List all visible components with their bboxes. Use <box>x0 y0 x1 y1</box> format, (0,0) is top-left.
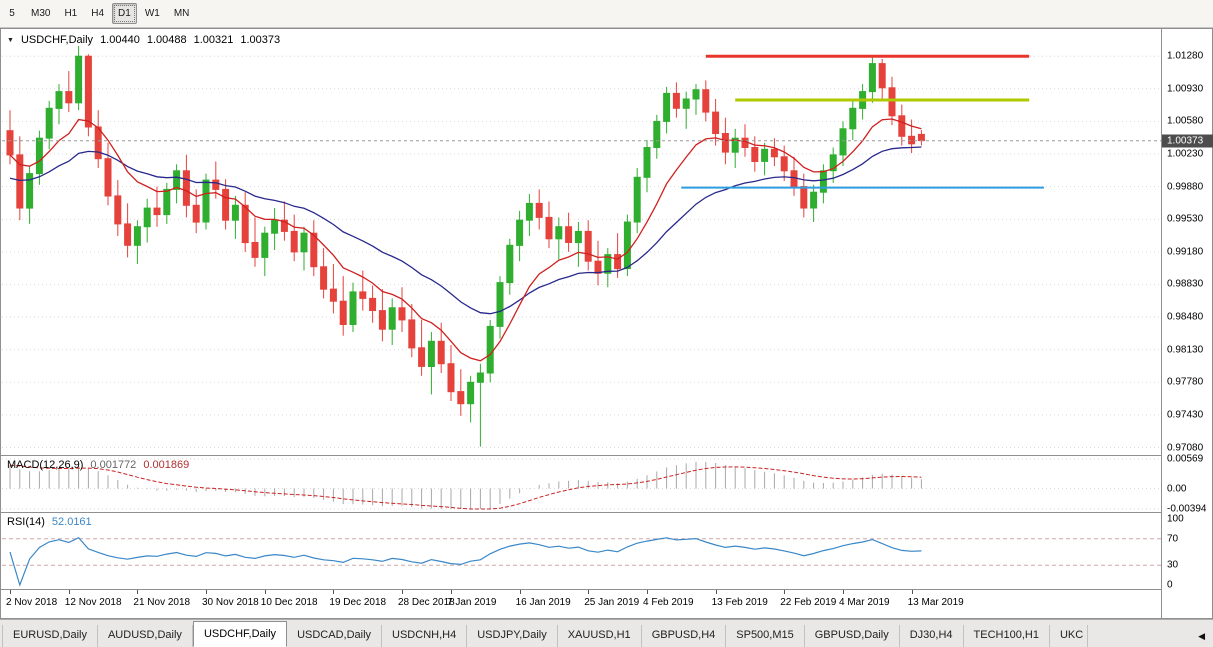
price-axis-label: 1.00230 <box>1167 148 1204 160</box>
symbol-tab-usdchf-daily[interactable]: USDCHF,Daily <box>192 621 288 647</box>
time-axis-label: 12 Nov 2018 <box>64 597 122 608</box>
time-axis-label: 2 Nov 2018 <box>6 597 58 608</box>
price-axis-label: 0.99530 <box>1167 213 1204 225</box>
chart-window[interactable]: ▼ USDCHF,Daily 1.00440 1.00488 1.00321 1… <box>0 28 1213 619</box>
chart-dropdown-icon[interactable]: ▼ <box>7 36 14 44</box>
price-axis-label: 0.97430 <box>1167 409 1204 421</box>
timeframe-button-h1[interactable]: H1 <box>64 8 78 19</box>
panel-separator[interactable] <box>1 589 1212 590</box>
timeframe-button-m30[interactable]: M30 <box>31 8 51 19</box>
current-price-badge: 1.00373 <box>1162 134 1213 148</box>
timeframe-button-5[interactable]: 5 <box>9 8 15 19</box>
timeframe-button-mn[interactable]: MN <box>173 8 190 19</box>
price-axis-label: 0.97080 <box>1167 442 1204 454</box>
macd-name: MACD(12,26,9) <box>7 459 84 471</box>
time-axis-tick <box>784 590 786 594</box>
time-axis-tick <box>402 590 403 594</box>
time-axis-tick <box>843 590 844 594</box>
symbol-tabbar: EURUSD,Daily AUDUSD,Daily USDCHF,Daily USDC… <box>0 619 1213 647</box>
chart-symbol-label: USDCHF,Daily <box>20 34 94 46</box>
timeframe-button-w1[interactable]: W1 <box>144 8 160 19</box>
time-axis-tick <box>137 590 139 594</box>
time-axis-tick <box>519 590 521 594</box>
price-axis-label: 0.99880 <box>1167 181 1204 193</box>
macd-panel[interactable] <box>2 456 1161 512</box>
symbol-tab-gbpusd-daily[interactable]: GBPUSD,Daily <box>805 625 900 647</box>
price-chart[interactable] <box>2 31 1161 455</box>
symbol-tab-tech100-h1[interactable]: TECH100,H1 <box>964 625 1050 647</box>
time-axis-tick <box>68 590 70 594</box>
time-axis-label: 30 Nov 2018 <box>202 597 259 608</box>
rsi-axis-label: 30 <box>1167 559 1179 571</box>
macd-axis-label: 0.00569 <box>1167 453 1204 465</box>
ohlc-close-value: 1.00373 <box>240 34 281 46</box>
timeframe-toolbar: 5 M30 H1 H4 D1 W1 MN <box>0 0 1213 28</box>
time-axis-label: 19 Dec 2018 <box>329 597 387 608</box>
panel-separator[interactable] <box>1 512 1212 513</box>
time-axis-tick <box>451 590 452 594</box>
symbol-tab-eurusd-daily[interactable]: EURUSD,Daily <box>2 625 98 647</box>
panel-separator[interactable] <box>1 455 1212 456</box>
symbol-tab-dj30-h4[interactable]: DJ30,H4 <box>900 625 964 647</box>
rsi-axis-label: 0 <box>1167 579 1173 591</box>
ohlc-low-value: 1.00321 <box>193 34 234 46</box>
timeframe-button-d1[interactable]: D1 <box>112 3 137 24</box>
time-axis-tick <box>333 590 335 594</box>
time-axis-label: 28 Dec 2018 <box>398 597 455 608</box>
time-axis-label: 21 Nov 2018 <box>133 597 191 608</box>
price-axis-label: 0.98480 <box>1167 311 1204 323</box>
rsi-label: RSI(14) 52.0161 <box>7 516 92 528</box>
rsi-panel[interactable] <box>2 513 1161 589</box>
time-axis-label: 25 Jan 2019 <box>584 597 640 608</box>
time-axis-label: 4 Mar 2019 <box>839 597 890 608</box>
time-axis-label: 10 Dec 2018 <box>260 597 318 608</box>
ohlc-high-value: 1.00488 <box>146 34 187 46</box>
time-axis-label: 13 Mar 2019 <box>907 597 964 608</box>
macd-axis-label: -0.00394 <box>1167 503 1207 515</box>
time-axis-label: 7 Jan 2019 <box>447 597 497 608</box>
time-axis-label: 16 Jan 2019 <box>515 597 571 608</box>
price-axis[interactable]: 1.00373 1.01280 1.00930 1.00580 1.00230 0.99… <box>1161 29 1213 618</box>
time-axis-tick <box>206 590 207 594</box>
time-axis-label: 22 Feb 2019 <box>780 597 837 608</box>
price-axis-label: 1.01280 <box>1167 50 1204 62</box>
rsi-value: 52.0161 <box>51 516 92 528</box>
macd-label: MACD(12,26,9) 0.001772 0.001869 <box>7 459 189 471</box>
macd-main-value: 0.001772 <box>90 459 137 471</box>
time-axis-tick <box>715 590 717 594</box>
symbol-tab-audusd-daily[interactable]: AUDUSD,Daily <box>98 625 193 647</box>
chart-header: ▼ USDCHF,Daily 1.00440 1.00488 1.00321 1… <box>7 34 280 46</box>
symbol-tab-gbpusd-h4[interactable]: GBPUSD,H4 <box>642 625 727 647</box>
time-axis-tick <box>588 590 590 594</box>
price-axis-label: 0.97780 <box>1167 376 1204 388</box>
timeframe-button-h4[interactable]: H4 <box>91 8 105 19</box>
price-axis-label: 0.98130 <box>1167 344 1204 356</box>
price-axis-label: 1.00930 <box>1167 83 1204 95</box>
rsi-axis-label: 100 <box>1167 513 1184 525</box>
symbol-tab-usdcad-daily[interactable]: USDCAD,Daily <box>287 625 383 647</box>
price-axis-label: 0.98830 <box>1167 278 1204 290</box>
price-axis-label: 1.00580 <box>1167 115 1204 127</box>
time-axis-tick <box>911 590 913 594</box>
symbol-tab-ukc[interactable]: UKC <box>1050 625 1088 647</box>
symbol-tab-usdjpy-daily[interactable]: USDJPY,Daily <box>467 625 558 647</box>
macd-signal-value: 0.001869 <box>143 459 190 471</box>
tab-scroll-left-icon[interactable]: ◀ <box>1198 631 1205 641</box>
rsi-name: RSI(14) <box>7 516 45 528</box>
rsi-axis-label: 70 <box>1167 533 1179 545</box>
symbol-tab-xauusd-h1[interactable]: XAUUSD,H1 <box>558 625 642 647</box>
symbol-tab-usdcnh-h4[interactable]: USDCNH,H4 <box>382 625 468 647</box>
time-axis-label: 13 Feb 2019 <box>711 597 768 608</box>
time-axis-tick <box>10 590 11 594</box>
time-axis-tick <box>264 590 266 594</box>
time-axis-label: 4 Feb 2019 <box>643 597 694 608</box>
symbol-tab-sp500-m15[interactable]: SP500,M15 <box>726 625 805 647</box>
macd-axis-label: 0.00 <box>1167 483 1187 495</box>
time-axis[interactable]: 2 Nov 2018 12 Nov 2018 21 Nov 2018 30 Nov 2… <box>1 590 1161 618</box>
price-axis-label: 0.99180 <box>1167 246 1204 258</box>
time-axis-tick <box>647 590 648 594</box>
ohlc-open-value: 1.00440 <box>100 34 140 46</box>
